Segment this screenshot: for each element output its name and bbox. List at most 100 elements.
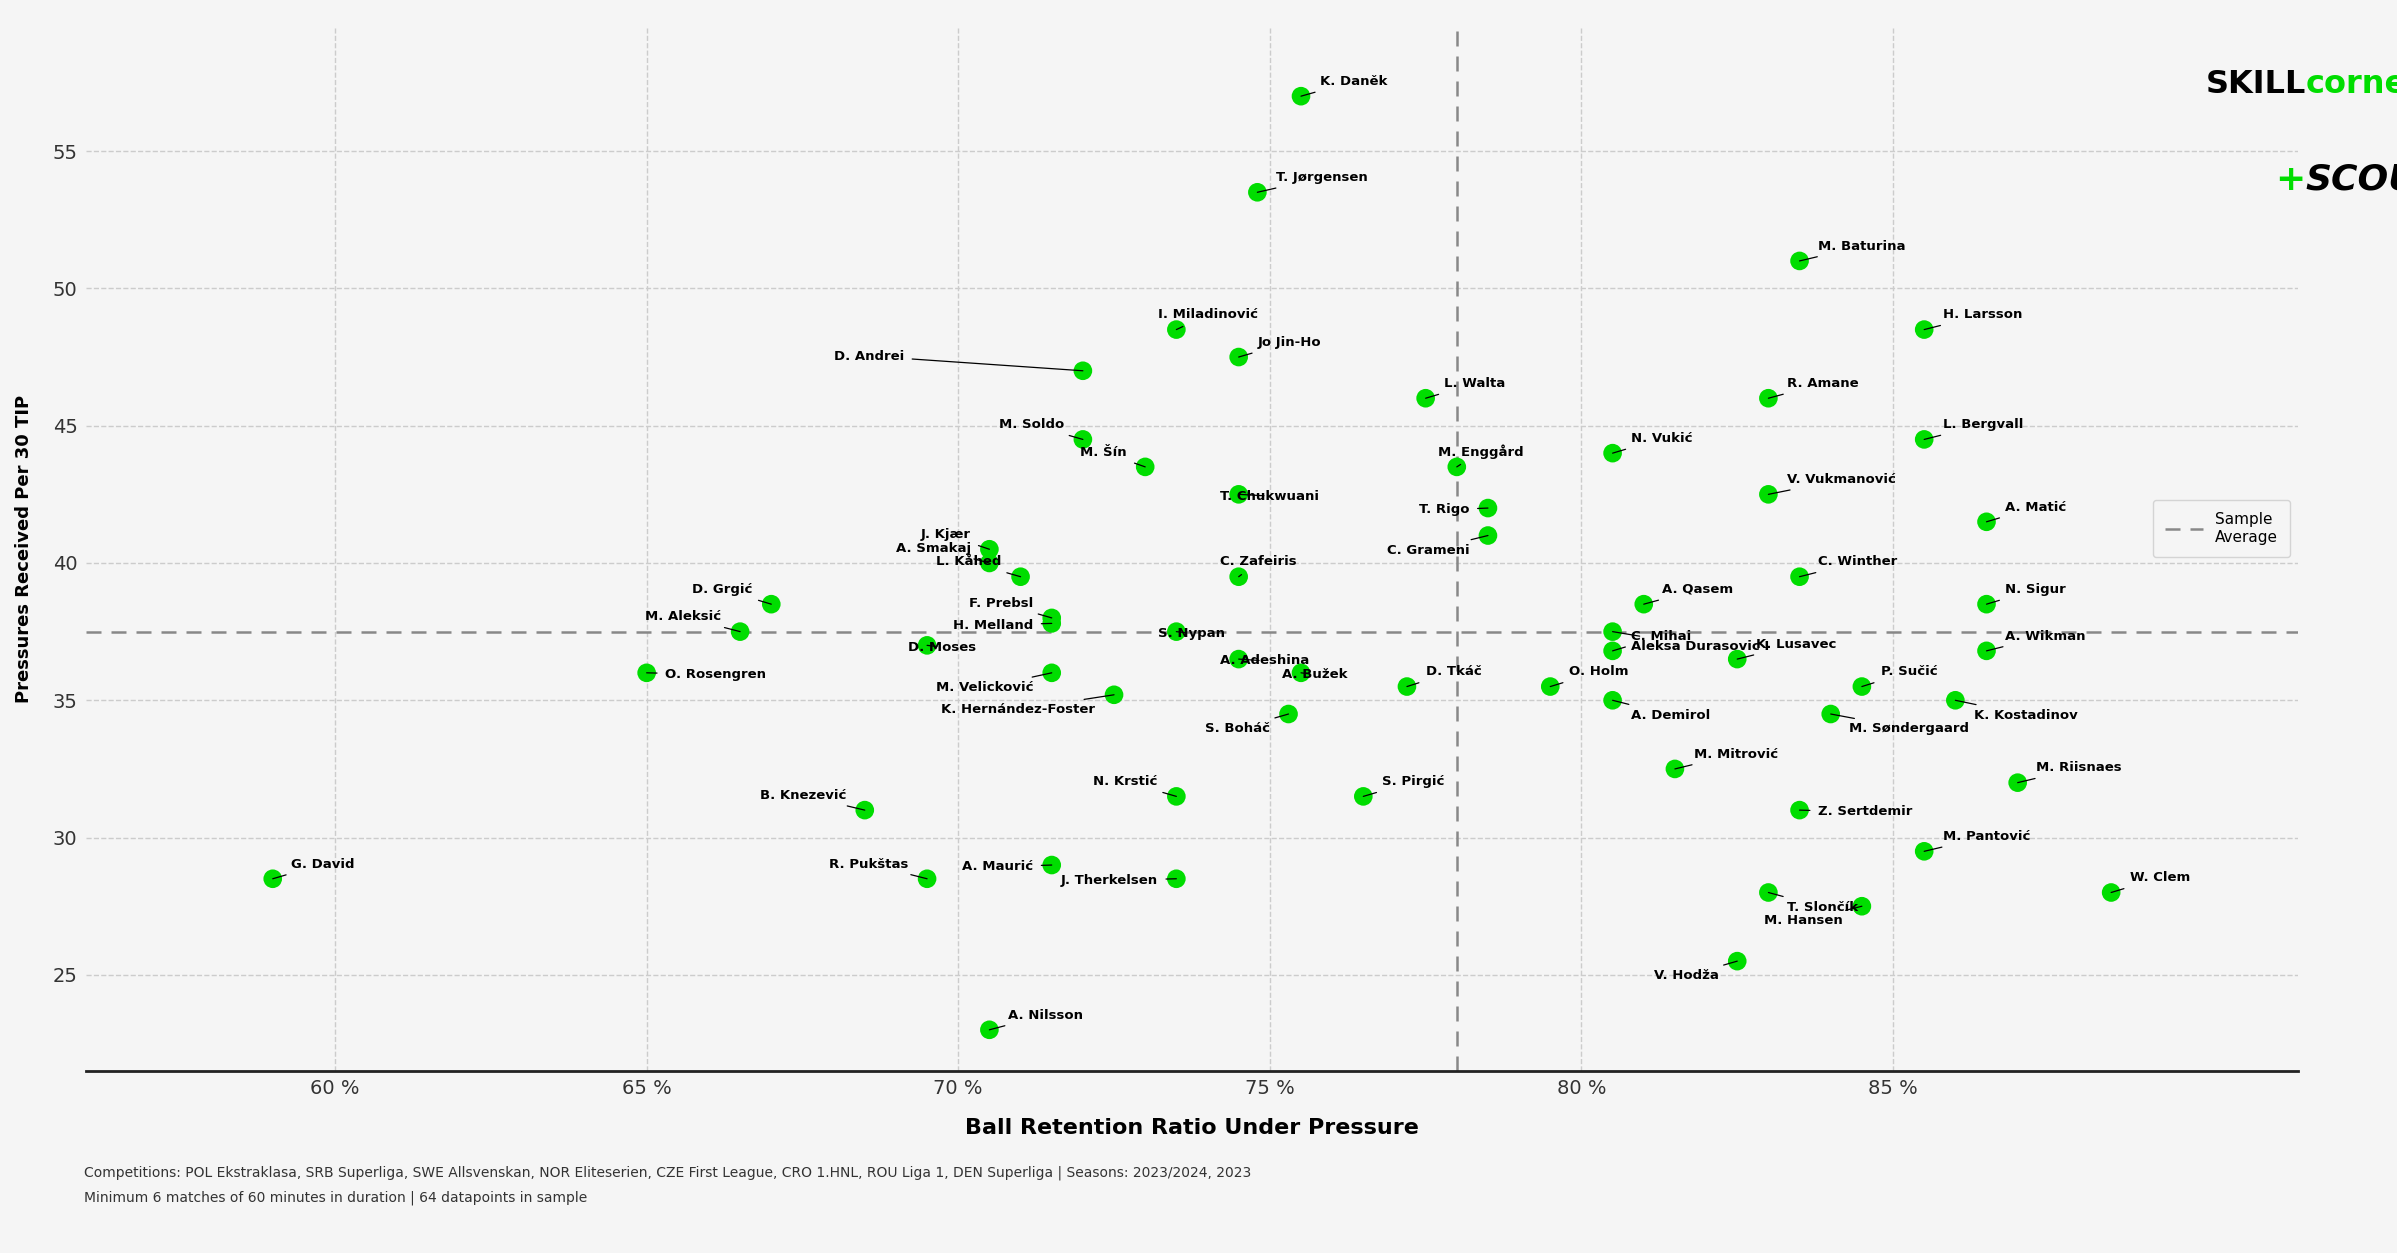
Text: A. Bužek: A. Bužek	[1282, 668, 1347, 682]
Text: Jo Jin-Ho: Jo Jin-Ho	[1239, 336, 1321, 357]
Text: corner: corner	[2306, 69, 2397, 100]
Text: K. Hernández-Foster: K. Hernández-Foster	[942, 695, 1115, 715]
Point	[1469, 525, 1508, 545]
Text: M. Aleksić: M. Aleksić	[645, 610, 741, 632]
Point	[1469, 497, 1508, 517]
Text: O. Holm: O. Holm	[1551, 665, 1628, 687]
Point	[1407, 388, 1445, 408]
Text: S. Boháč: S. Boháč	[1206, 714, 1290, 736]
Text: D. Grgić: D. Grgić	[693, 583, 772, 604]
Text: A. Nilsson: A. Nilsson	[990, 1009, 1083, 1030]
Text: H. Larsson: H. Larsson	[1925, 308, 2023, 330]
Legend: Sample
Average: Sample Average	[2153, 500, 2292, 556]
Text: C. Winther: C. Winther	[1800, 555, 1898, 576]
Text: M. Šín: M. Šín	[1081, 446, 1146, 467]
Point	[1750, 485, 1788, 505]
Y-axis label: Pressures Received Per 30 TIP: Pressures Received Per 30 TIP	[14, 395, 34, 703]
Text: C. Zafeiris: C. Zafeiris	[1220, 555, 1297, 576]
Text: N. Krstić: N. Krstić	[1093, 776, 1177, 797]
Point	[1656, 759, 1695, 779]
Point	[1594, 621, 1632, 642]
Point	[1438, 457, 1477, 477]
Text: N. Vukić: N. Vukić	[1613, 432, 1692, 454]
Point	[971, 539, 1009, 559]
Point	[254, 868, 292, 888]
Text: D. Andrei: D. Andrei	[834, 350, 1083, 371]
Text: SCOUTED: SCOUTED	[2306, 163, 2397, 197]
Point	[1968, 594, 2006, 614]
Text: Aleksa Durasovic I: Aleksa Durasovic I	[1613, 632, 1769, 653]
Text: A. Qasem: A. Qasem	[1644, 583, 1733, 604]
X-axis label: Ball Retention Ratio Under Pressure: Ball Retention Ratio Under Pressure	[966, 1118, 1419, 1138]
Point	[1002, 566, 1040, 586]
Text: A. Matić: A. Matić	[1987, 500, 2066, 521]
Point	[1220, 485, 1258, 505]
Point	[1594, 640, 1632, 660]
Text: F. Prebsl: F. Prebsl	[968, 596, 1052, 618]
Text: A. Smakaj: A. Smakaj	[896, 541, 990, 563]
Text: A. Demirol: A. Demirol	[1613, 700, 1711, 722]
Point	[1220, 347, 1258, 367]
Text: D. Moses: D. Moses	[908, 640, 976, 654]
Text: D. Tkáč: D. Tkáč	[1407, 665, 1481, 687]
Point	[1064, 430, 1103, 450]
Point	[1158, 868, 1196, 888]
Point	[1282, 86, 1321, 107]
Text: Competitions: POL Ekstraklasa, SRB Superliga, SWE Allsvenskan, NOR Eliteserien, : Competitions: POL Ekstraklasa, SRB Super…	[84, 1165, 1251, 1180]
Point	[1220, 649, 1258, 669]
Text: T. Jørgensen: T. Jørgensen	[1258, 172, 1369, 192]
Point	[1594, 444, 1632, 464]
Point	[1719, 649, 1757, 669]
Point	[1127, 457, 1165, 477]
Point	[1270, 704, 1309, 724]
Text: A. Maurić: A. Maurić	[961, 861, 1052, 873]
Point	[1750, 882, 1788, 902]
Point	[1220, 566, 1258, 586]
Point	[908, 635, 947, 655]
Text: T. Chukwuani: T. Chukwuani	[1220, 490, 1318, 502]
Point	[1033, 608, 1071, 628]
Text: B. Knezević: B. Knezević	[760, 789, 865, 811]
Point	[2093, 882, 2131, 902]
Point	[971, 1020, 1009, 1040]
Point	[1064, 361, 1103, 381]
Text: M. Hansen: M. Hansen	[1764, 906, 1862, 927]
Text: R. Pukštas: R. Pukštas	[829, 857, 928, 878]
Text: H. Melland: H. Melland	[952, 619, 1052, 632]
Point	[1781, 251, 1819, 271]
Text: K. Daněk: K. Daněk	[1302, 75, 1388, 96]
Point	[628, 663, 666, 683]
Text: J. Kjær: J. Kjær	[920, 528, 990, 549]
Text: R. Amane: R. Amane	[1769, 377, 1858, 398]
Text: L. Walta: L. Walta	[1426, 377, 1505, 398]
Text: M. Baturina: M. Baturina	[1800, 239, 1906, 261]
Point	[1999, 773, 2037, 793]
Text: M. Enggård: M. Enggård	[1438, 444, 1524, 467]
Text: Z. Sertdemir: Z. Sertdemir	[1800, 806, 1913, 818]
Point	[1843, 677, 1882, 697]
Point	[1625, 594, 1664, 614]
Text: M. Soldo: M. Soldo	[1000, 419, 1083, 440]
Point	[1532, 677, 1570, 697]
Point	[1033, 663, 1071, 683]
Point	[753, 594, 791, 614]
Text: A. Wikman: A. Wikman	[1987, 629, 2085, 650]
Text: T. Slončík: T. Slončík	[1769, 892, 1858, 913]
Point	[1906, 841, 1944, 861]
Point	[1594, 690, 1632, 710]
Point	[1095, 685, 1134, 705]
Point	[1033, 614, 1071, 634]
Point	[1345, 787, 1383, 807]
Point	[1282, 663, 1321, 683]
Text: M. Velicković: M. Velicković	[935, 673, 1052, 694]
Point	[1719, 951, 1757, 971]
Point	[908, 868, 947, 888]
Text: J. Therkelsen: J. Therkelsen	[1059, 875, 1177, 887]
Text: S. Pirgić: S. Pirgić	[1364, 776, 1445, 797]
Text: A. Adeshina: A. Adeshina	[1220, 654, 1309, 668]
Text: M. Mitrović: M. Mitrović	[1676, 748, 1779, 769]
Text: T. Rigo: T. Rigo	[1419, 504, 1489, 516]
Point	[1968, 511, 2006, 531]
Point	[1906, 430, 1944, 450]
Text: V. Hodža: V. Hodža	[1654, 961, 1738, 982]
